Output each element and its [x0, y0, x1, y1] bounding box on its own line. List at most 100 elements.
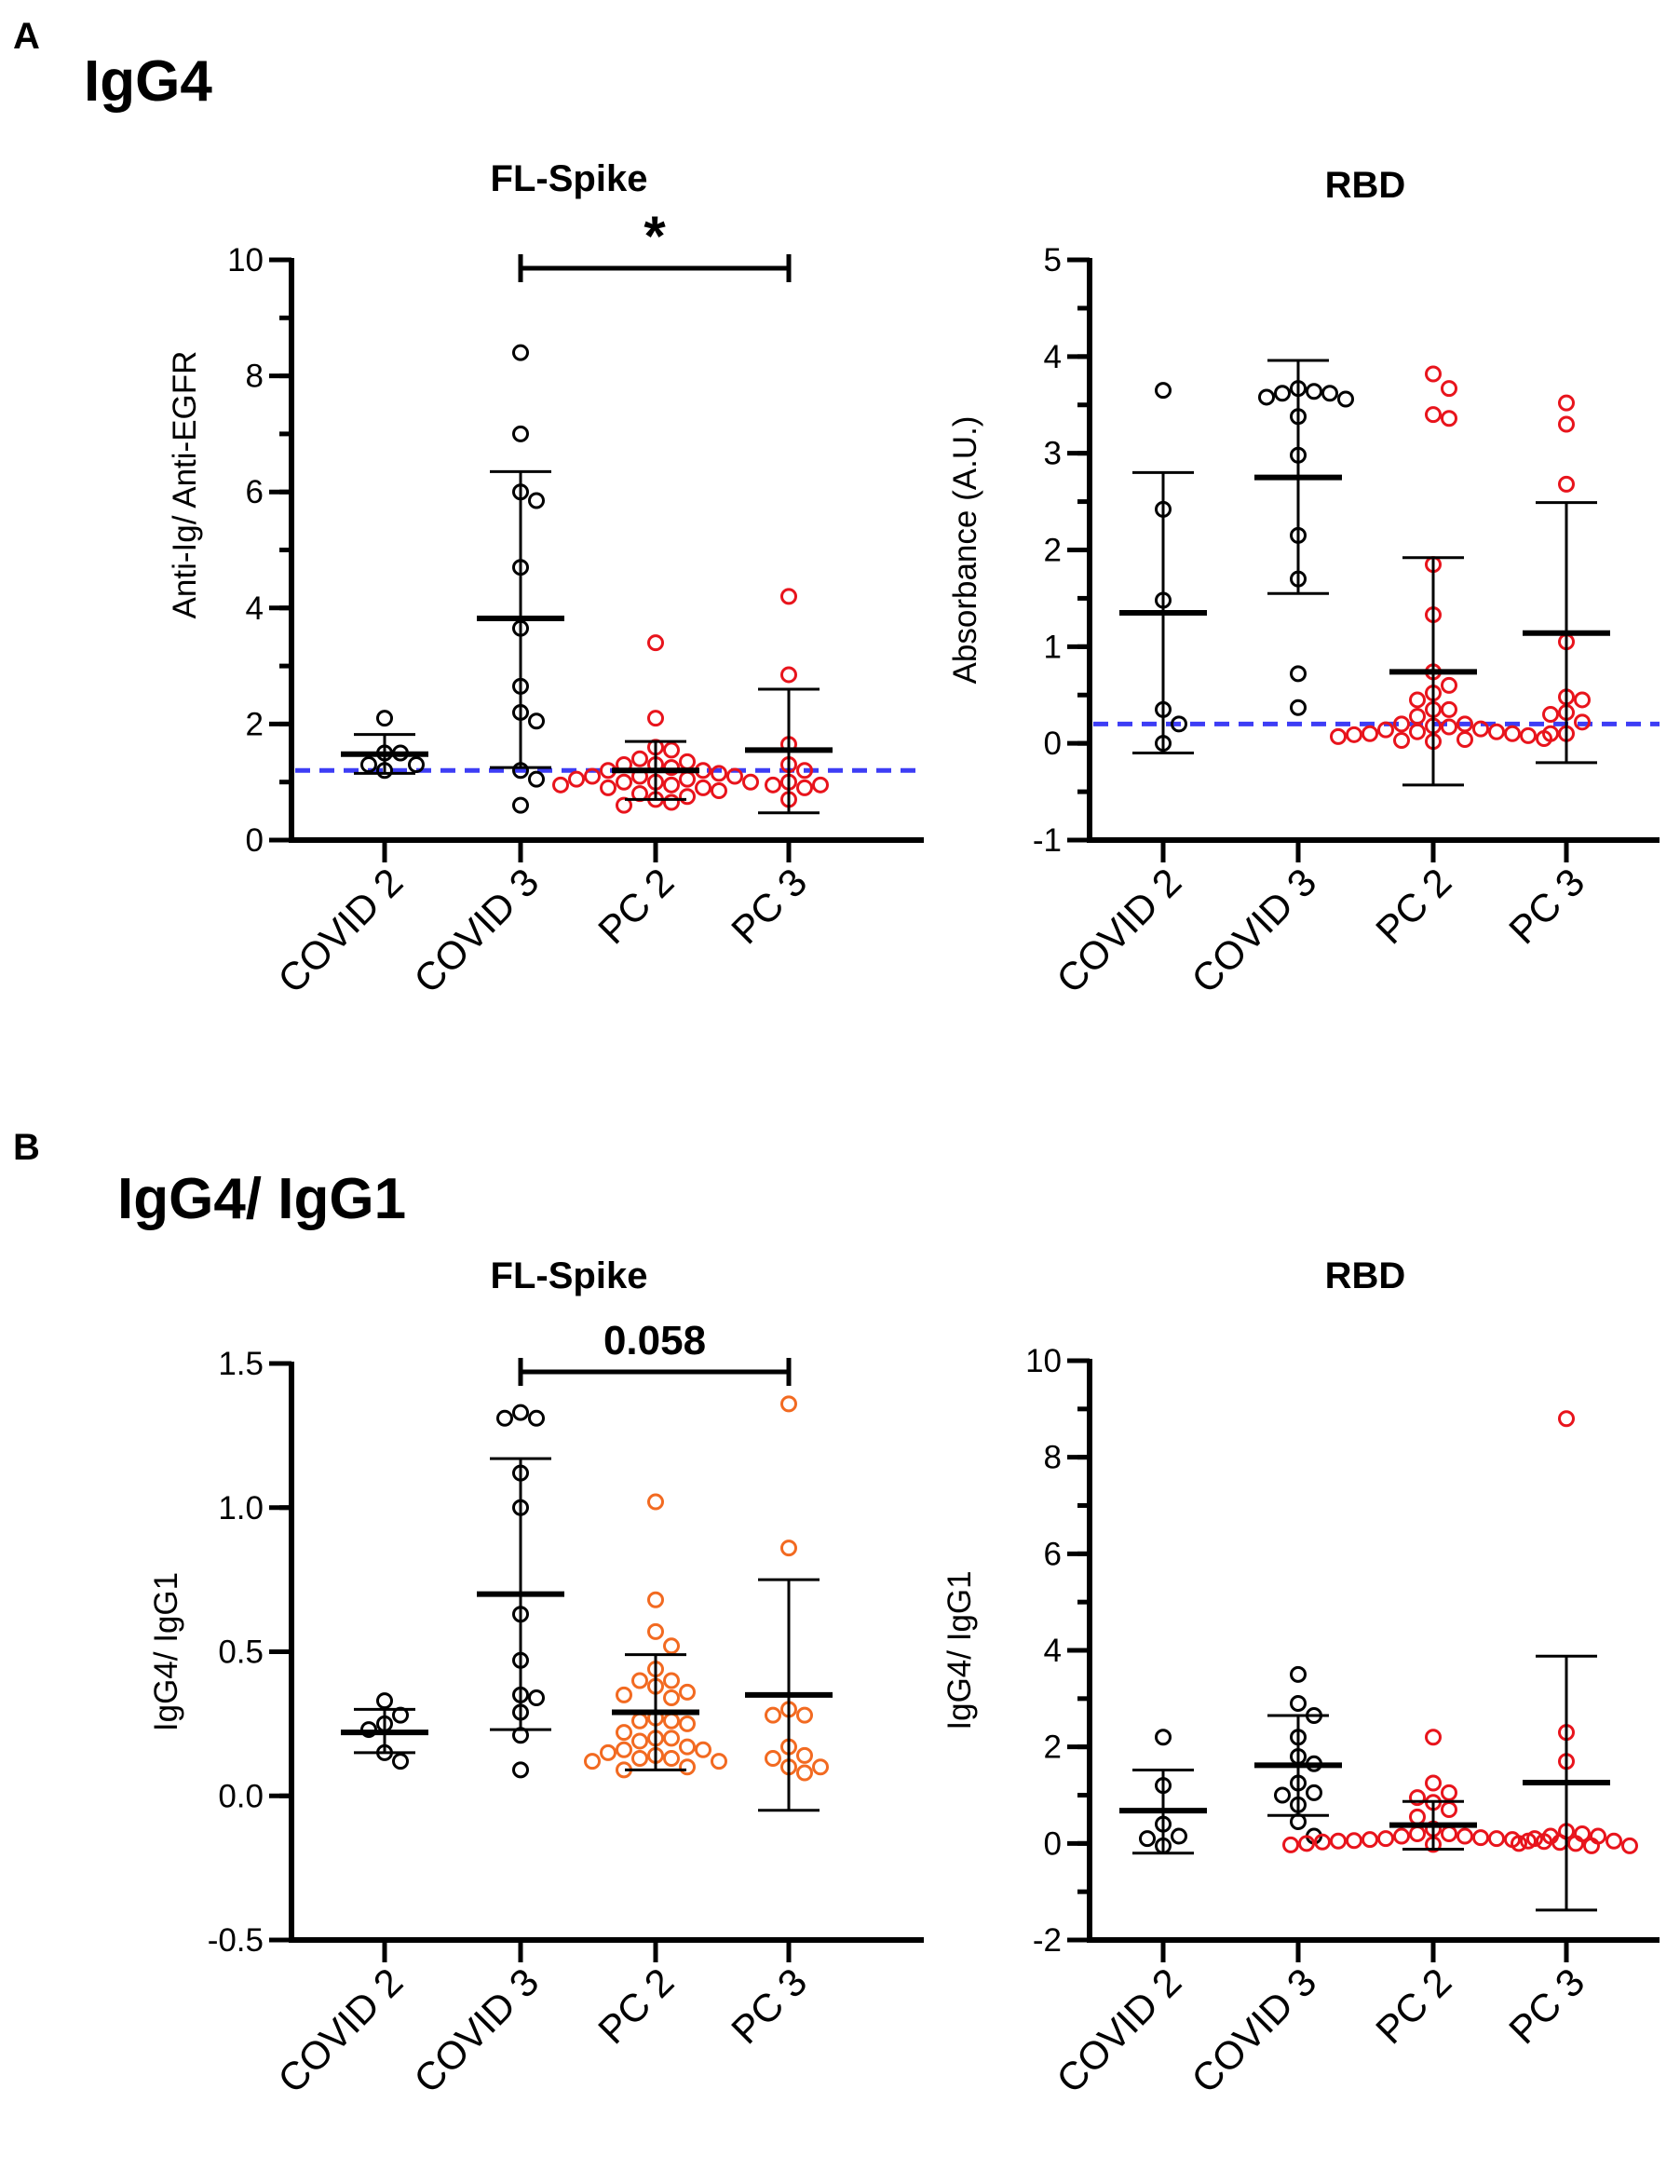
y-tick-label: 0.0: [218, 1778, 264, 1814]
data-point: [663, 1672, 680, 1689]
data-point: [1314, 1833, 1331, 1851]
data-point: [812, 776, 829, 794]
data-point: [528, 492, 545, 509]
data-point: [812, 1758, 829, 1776]
data-point: [360, 1721, 377, 1739]
data-point: [1425, 1774, 1442, 1792]
data-point: [711, 765, 727, 782]
chart-title: RBD: [1325, 165, 1406, 206]
data-point: [360, 756, 377, 774]
data-point: [679, 788, 696, 806]
y-tick-label: 4: [1044, 1633, 1062, 1669]
y-tick-label: 10: [1025, 1343, 1062, 1379]
chart-2: RBD Absorbance (A.U.) -1 0 1 2 3 4 5 COVID 2COVID…: [947, 165, 1660, 1001]
data-point: [1290, 665, 1307, 683]
data-point: [663, 1689, 680, 1707]
y-tick-label: 4: [1044, 339, 1062, 375]
series-pc-2: [552, 634, 759, 814]
y-tick-label: -2: [1033, 1922, 1062, 1959]
data-point: [1526, 1830, 1543, 1848]
data-point: [679, 1758, 696, 1776]
data-point: [1472, 1829, 1489, 1847]
data-point: [600, 779, 616, 796]
data-point: [600, 1743, 616, 1761]
x-tick-label: PC 3: [723, 860, 815, 952]
data-point: [1321, 385, 1338, 402]
data-point: [1290, 699, 1307, 716]
data-point: [663, 1730, 680, 1747]
data-point: [1441, 718, 1457, 736]
y-tick-label: -0.5: [208, 1922, 264, 1959]
section-title-a: IgG4: [84, 49, 212, 114]
y-tick-label: 6: [246, 474, 264, 510]
data-point: [780, 1540, 797, 1557]
data-point: [1441, 380, 1457, 398]
data-point: [1488, 723, 1505, 740]
chart-3: FL-Spike IgG4/ IgG1 -0.5 0.0 0.5 1.0 1.5 COVID …: [148, 1255, 924, 2101]
y-tick-label: 10: [227, 242, 264, 278]
data-point: [1362, 1831, 1378, 1849]
data-point: [1590, 1827, 1606, 1845]
y-tick-label: 5: [1044, 242, 1062, 278]
panel-letter-a: A: [13, 16, 40, 57]
y-tick-label: 4: [246, 590, 264, 627]
y-tick-label: -1: [1033, 822, 1062, 859]
series-pc-2: [584, 1493, 727, 1779]
data-point: [616, 773, 632, 791]
series-covid-3: [1254, 359, 1354, 716]
data-point: [647, 1493, 664, 1511]
data-point: [1542, 725, 1559, 742]
data-point: [1441, 1825, 1457, 1842]
data-point: [1290, 1665, 1307, 1683]
data-point: [1456, 715, 1473, 733]
data-point: [1306, 1784, 1322, 1801]
data-point: [584, 1753, 601, 1770]
data-point: [679, 770, 696, 788]
x-tick-label: PC 2: [589, 1960, 682, 2052]
data-point: [663, 741, 680, 759]
data-point: [679, 753, 696, 770]
data-point: [1574, 1825, 1591, 1842]
data-point: [711, 782, 727, 800]
data-point: [1574, 691, 1591, 709]
data-point: [1409, 708, 1426, 726]
data-point: [528, 712, 545, 730]
data-point: [780, 1395, 797, 1413]
y-tick-label: 2: [246, 706, 264, 742]
chart-title: FL-Spike: [491, 158, 648, 199]
data-point: [1306, 383, 1322, 400]
data-point: [584, 767, 601, 785]
significance-label: *: [644, 205, 666, 267]
y-tick-label: 3: [1044, 436, 1062, 472]
data-point: [528, 1689, 545, 1707]
y-tick-label: 0: [1044, 1825, 1062, 1862]
data-point: [1330, 727, 1347, 745]
x-tick-label: COVID 2: [1048, 860, 1189, 1001]
y-tick-label: 8: [1044, 1440, 1062, 1476]
data-point: [568, 770, 585, 788]
data-point: [780, 666, 797, 684]
series-pc-2: [1282, 1729, 1600, 1854]
y-tick-label: 6: [1044, 1536, 1062, 1572]
y-tick-label: 2: [1044, 1730, 1062, 1766]
x-tick-label: PC 3: [723, 1960, 815, 2052]
data-point: [512, 1404, 529, 1421]
data-point: [1139, 1830, 1156, 1848]
series-covid-2: [341, 1692, 428, 1770]
data-point: [1409, 1825, 1426, 1842]
data-point: [647, 710, 664, 727]
series-pc-3: [1523, 394, 1610, 765]
data-point: [1558, 415, 1575, 433]
data-point: [1362, 725, 1378, 742]
series-covid-2: [341, 710, 428, 780]
data-point: [528, 1409, 545, 1427]
series-pc-3: [745, 588, 833, 815]
data-point: [512, 425, 529, 442]
data-point: [1488, 1830, 1505, 1848]
data-point: [1504, 725, 1521, 742]
data-point: [1393, 1827, 1410, 1845]
data-point: [1393, 715, 1410, 733]
data-point: [1621, 1837, 1638, 1854]
data-point: [796, 1746, 813, 1764]
